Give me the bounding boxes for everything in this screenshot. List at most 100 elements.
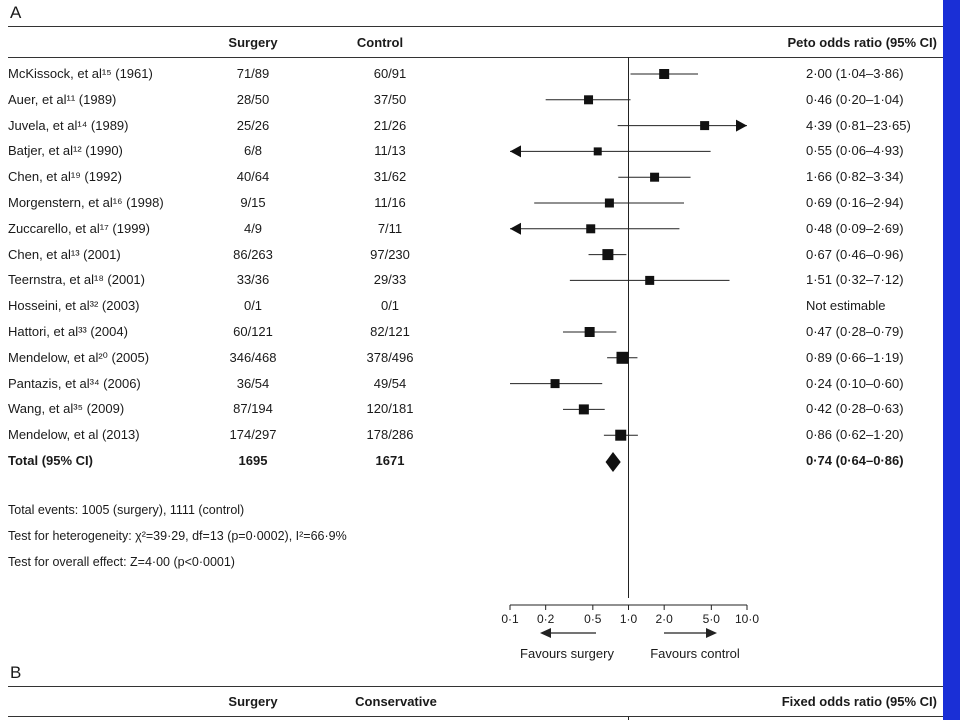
panel-b-header-conservative: Conservative: [355, 694, 437, 709]
study-surgery-events: 36/54: [236, 375, 270, 391]
study-control-events: 97/230: [370, 246, 410, 262]
study-ci-text: 0·46 (0·20–1·04): [806, 91, 904, 107]
study-name: Juvela, et al¹⁴ (1989): [8, 117, 129, 133]
study-point: [586, 224, 596, 234]
study-point: [584, 327, 595, 337]
panel-b-header-surgery: Surgery: [228, 694, 278, 709]
study-point: [550, 379, 560, 389]
heterogeneity-text: Test for heterogeneity: χ²=39·29, df=13 …: [8, 529, 347, 543]
overall-effect-text: Test for overall effect: Z=4·00 (p<0·000…: [8, 555, 235, 569]
study-control-events: 11/13: [374, 143, 406, 159]
study-surgery-events: 174/297: [229, 427, 277, 443]
study-control-events: 178/286: [366, 427, 414, 443]
total-events-text: Total events: 1005 (surgery), 1111 (cont…: [8, 503, 245, 517]
favours-control-label: Favours control: [650, 646, 740, 661]
study-ci-text: 2·00 (1·04–3·86): [806, 66, 904, 81]
total-surgery: 1695: [238, 453, 268, 468]
x-tick-label: 10·0: [735, 612, 759, 626]
study-ci-text: 4·39 (0·81–23·65): [806, 117, 911, 133]
panel-b-header-rule: [8, 716, 943, 717]
header-surgery: Surgery: [228, 35, 278, 50]
study-control-events: 31/62: [373, 169, 407, 185]
study-point: [578, 404, 589, 415]
panel-b-label: B: [10, 663, 22, 682]
study-name: Hosseini, et al³² (2003): [8, 298, 140, 314]
study-control-events: 29/33: [373, 272, 407, 288]
study-ci-text: 1·66 (0·82–3·34): [806, 169, 904, 185]
study-surgery-events: 4/9: [243, 220, 263, 236]
x-tick-label: 1·0: [620, 612, 638, 626]
x-tick-label: 5·0: [703, 612, 721, 626]
study-name: Teernstra, et al¹⁸ (2001): [8, 272, 145, 288]
header-ratio: Peto odds ratio (95% CI): [787, 35, 937, 50]
study-point: [700, 121, 710, 131]
study-ci-text: Not estimable: [806, 298, 886, 314]
study-control-events: 49/54: [373, 375, 407, 391]
panel-a-label: A: [10, 3, 22, 22]
study-name: Pantazis, et al³⁴ (2006): [8, 375, 141, 391]
study-ci-text: 0·89 (0·66–1·19): [806, 349, 904, 365]
study-control-events: 11/16: [374, 195, 406, 210]
study-control-events: 0/1: [380, 298, 400, 314]
total-ci-text: 0·74 (0·64–0·86): [806, 453, 904, 468]
study-name: Batjer, et al¹² (1990): [8, 143, 123, 159]
study-point: [650, 172, 660, 182]
study-point: [602, 249, 614, 261]
study-surgery-events: 346/468: [229, 349, 277, 365]
study-surgery-events: 86/263: [233, 246, 273, 262]
study-ci-text: 0·24 (0·10–0·60): [806, 375, 904, 391]
study-ci-text: 0·86 (0·62–1·20): [806, 427, 904, 443]
study-ci-text: 0·69 (0·16–2·94): [806, 195, 904, 210]
x-tick-label: 0·2: [537, 612, 555, 626]
total-control: 1671: [375, 453, 405, 468]
study-control-events: 82/121: [370, 324, 410, 339]
study-control-events: 120/181: [366, 401, 414, 417]
study-name: Mendelow, et al²⁰ (2005): [8, 349, 150, 365]
favours-surgery-arrowhead: [540, 628, 551, 638]
study-surgery-events: 87/194: [233, 401, 273, 417]
study-surgery-events: 28/50: [236, 91, 270, 107]
study-name: Hattori, et al³³ (2004): [8, 324, 128, 339]
study-control-events: 37/50: [373, 91, 407, 107]
study-surgery-events: 6/8: [243, 143, 263, 159]
study-name: Auer, et al¹¹ (1989): [8, 91, 117, 107]
study-point: [584, 95, 594, 105]
ci-arrow-right: [736, 119, 747, 132]
study-point: [593, 147, 602, 156]
study-surgery-events: 33/36: [236, 272, 270, 288]
study-name: Chen, et al¹³ (2001): [8, 246, 121, 262]
study-ci-text: 0·55 (0·06–4·93): [806, 143, 904, 159]
study-point: [616, 351, 629, 364]
study-ci-text: 0·47 (0·28–0·79): [806, 324, 904, 339]
study-point: [615, 429, 627, 441]
study-point: [604, 198, 614, 208]
panel-b-header-ratio: Fixed odds ratio (95% CI): [781, 694, 937, 709]
x-tick-label: 2·0: [656, 612, 674, 626]
total-label: Total (95% CI): [8, 453, 93, 468]
study-name: McKissock, et al¹⁵ (1961): [8, 66, 153, 81]
header-control: Control: [356, 35, 404, 50]
ci-arrow-left: [510, 145, 521, 158]
study-surgery-events: 40/64: [236, 169, 270, 185]
study-control-events: 378/496: [366, 349, 414, 365]
study-ci-text: 0·48 (0·09–2·69): [806, 220, 904, 236]
study-name: Morgenstern, et al¹⁶ (1998): [8, 195, 164, 210]
study-ci-text: 1·51 (0·32–7·12): [806, 272, 904, 288]
study-name: Wang, et al³⁵ (2009): [8, 401, 125, 417]
study-name: Mendelow, et al (2013): [8, 427, 140, 443]
ci-arrow-left: [510, 222, 521, 235]
x-tick-label: 0·1: [501, 612, 519, 626]
study-surgery-events: 0/1: [243, 298, 263, 314]
favours-surgery-label: Favours surgery: [520, 646, 614, 661]
study-surgery-events: 25/26: [236, 117, 270, 133]
study-point: [645, 275, 655, 285]
study-name: Chen, et al¹⁹ (1992): [8, 169, 122, 185]
study-control-events: 60/91: [373, 66, 407, 81]
study-control-events: 7/11: [377, 220, 403, 236]
panel-a-header-rule: [8, 57, 943, 58]
study-surgery-events: 9/15: [240, 195, 266, 210]
favours-control-arrowhead: [706, 628, 717, 638]
x-tick-label: 0·5: [584, 612, 602, 626]
study-ci-text: 0·67 (0·46–0·96): [806, 246, 904, 262]
study-surgery-events: 60/121: [233, 324, 273, 339]
